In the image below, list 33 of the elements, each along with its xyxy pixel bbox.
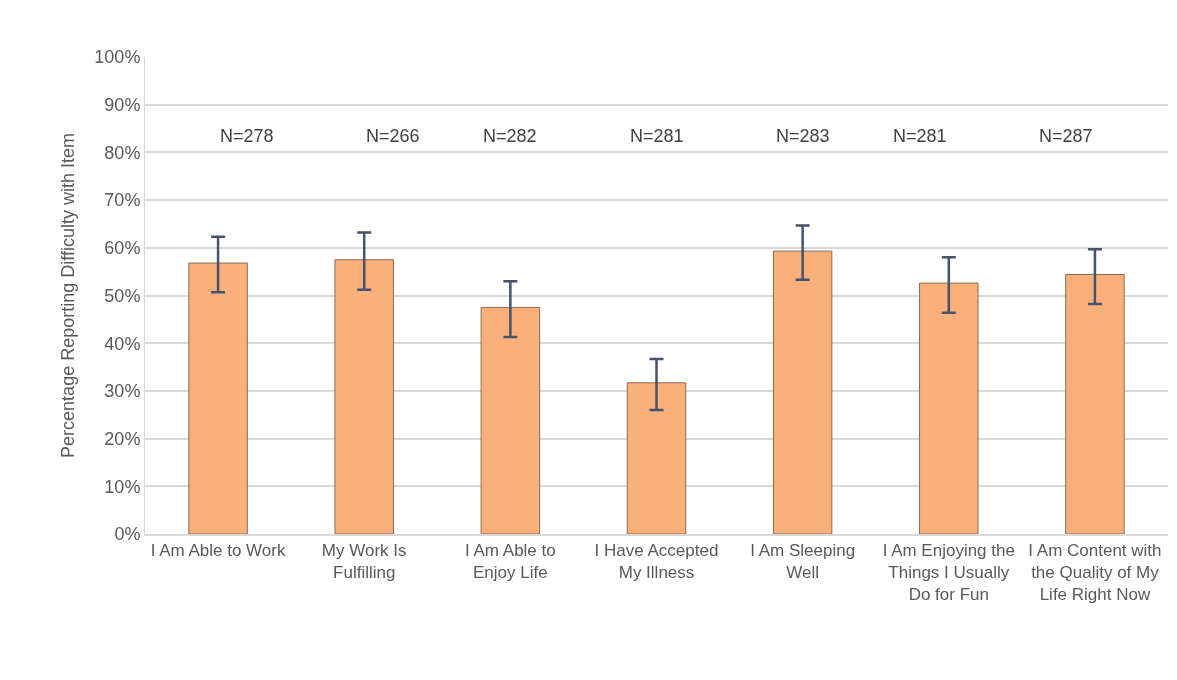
x-tick-label: I Am Enjoying the Things I Usually Do for Fun	[882, 541, 1015, 605]
bar	[188, 262, 248, 534]
x-tick-label: I Am Able to Enjoy Life	[464, 541, 556, 583]
x-tick-label: I Am Sleeping Well	[750, 541, 856, 583]
y-tick-label: 40%	[104, 333, 141, 354]
y-tick-label: 90%	[104, 95, 141, 115]
y-tick-label: 30%	[104, 381, 141, 402]
annotation: N=278	[220, 126, 274, 146]
y-tick-label: 10%	[104, 476, 141, 497]
bar	[480, 306, 541, 534]
x-tick-label: I Am Able to Work	[150, 541, 286, 561]
y-axis-title: Percentage Reporting Difficulty with Item	[57, 133, 78, 458]
y-tick-label: 80%	[104, 142, 141, 163]
bar	[919, 282, 979, 534]
y-tick-label: 0%	[114, 524, 141, 545]
y-tick-label: 50%	[104, 285, 141, 306]
y-tick-label: 70%	[104, 190, 141, 211]
bar	[772, 250, 833, 534]
bar	[1065, 274, 1125, 534]
annotation: N=283	[776, 126, 830, 146]
y-tick-label: 60%	[104, 238, 141, 259]
annotation: N=282	[483, 126, 537, 146]
bar	[334, 259, 394, 534]
annotation: N=266	[366, 126, 420, 146]
annotation: N=281	[630, 126, 684, 146]
y-tick-label: 100%	[94, 47, 141, 68]
x-tick-label: My Work Is Fulfilling	[321, 541, 407, 583]
annotation: N=287	[1039, 126, 1093, 146]
bar	[626, 382, 687, 534]
x-tick-label: I Am Content with the Quality of My Life Right Now	[1028, 541, 1162, 605]
annotation: N=281	[893, 126, 947, 146]
x-tick-label: I Have Accepted My Illness	[594, 541, 719, 583]
y-tick-label: 20%	[104, 428, 141, 449]
